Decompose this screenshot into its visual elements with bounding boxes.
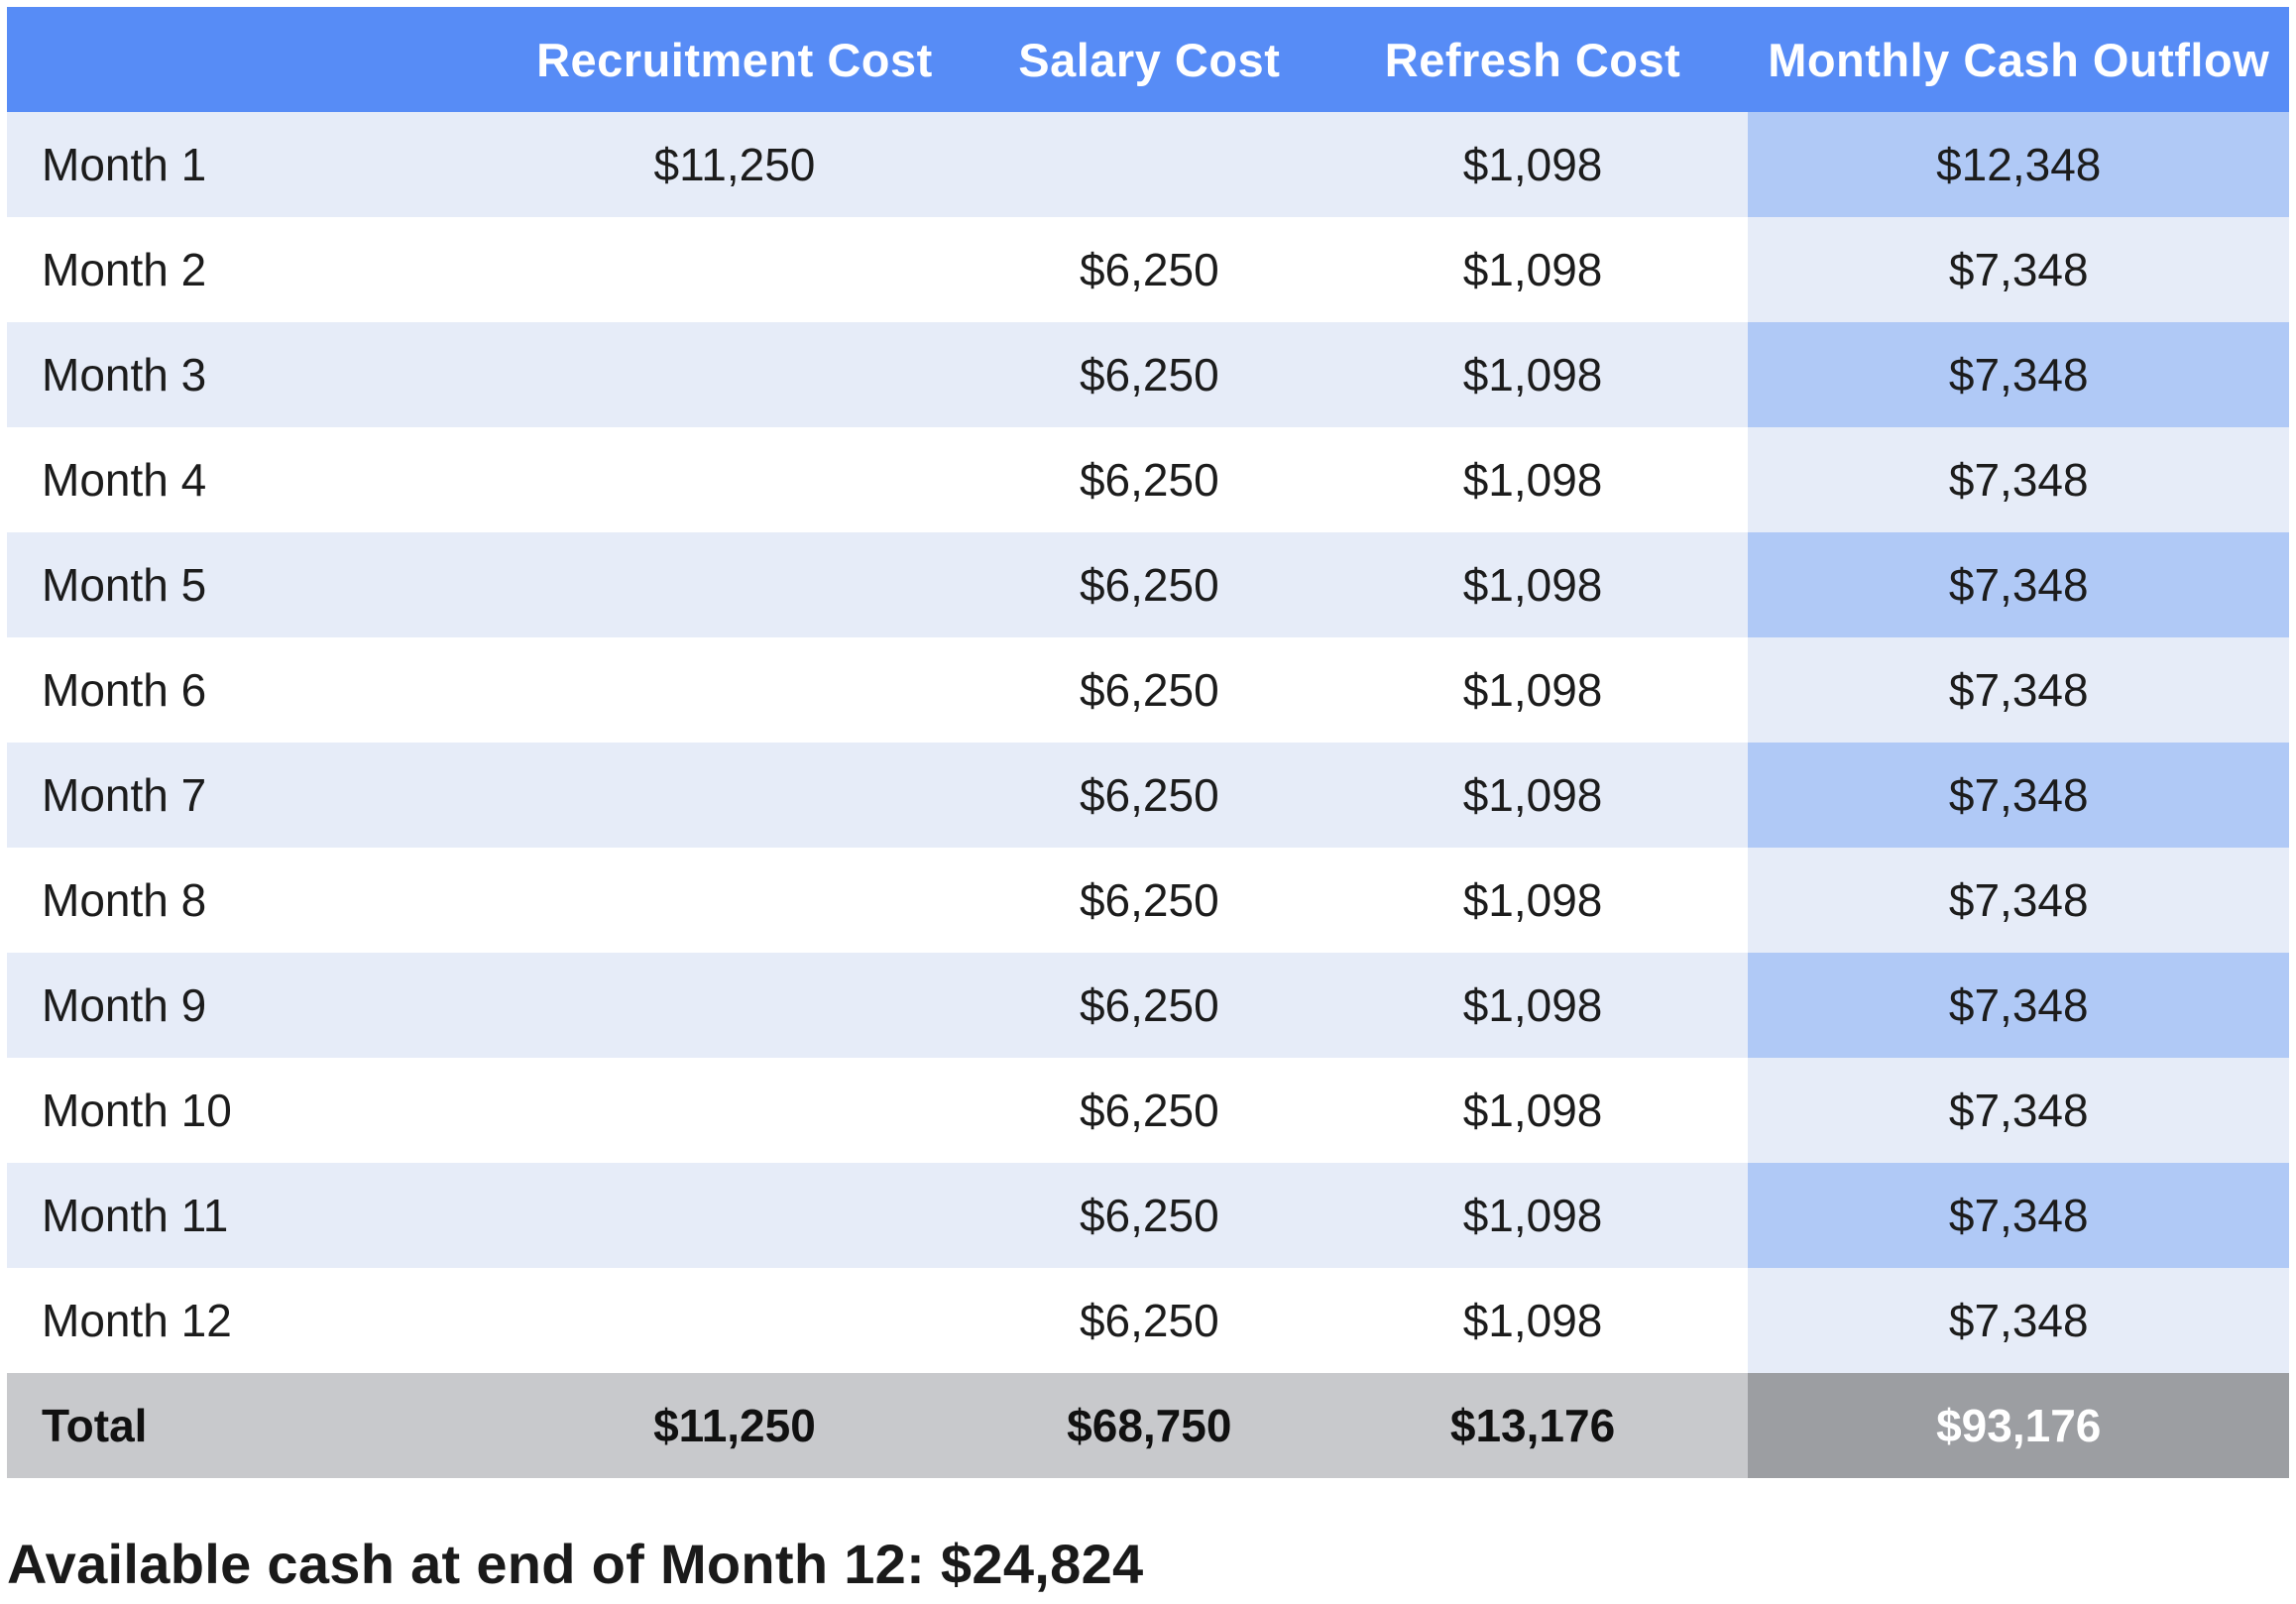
salary-cost-cell: $6,250 xyxy=(980,1163,1318,1268)
month-label: Month 7 xyxy=(7,743,488,848)
table-row: Month 1 $11,250 $1,098 $12,348 xyxy=(7,112,2289,217)
monthly-outflow-cell: $7,348 xyxy=(1748,953,2289,1058)
refresh-cost-cell: $1,098 xyxy=(1317,848,1749,953)
table-row: Month 9 $6,250 $1,098 $7,348 xyxy=(7,953,2289,1058)
refresh-cost-cell: $1,098 xyxy=(1317,1163,1749,1268)
salary-cost-cell: $6,250 xyxy=(980,637,1318,743)
month-label: Month 10 xyxy=(7,1058,488,1163)
recruitment-cost-cell: $11,250 xyxy=(487,112,981,217)
available-cash-note: Available cash at end of Month 12: $24,8… xyxy=(7,1533,1144,1595)
total-salary-cost: $68,750 xyxy=(980,1373,1318,1478)
month-label: Month 2 xyxy=(7,217,488,322)
cash-flow-table: Recruitment Cost Salary Cost Refresh Cos… xyxy=(7,7,2289,1478)
table-row: Month 8 $6,250 $1,098 $7,348 xyxy=(7,848,2289,953)
recruitment-cost-cell xyxy=(487,322,981,427)
refresh-cost-cell: $1,098 xyxy=(1317,953,1749,1058)
table-row: Month 3 $6,250 $1,098 $7,348 xyxy=(7,322,2289,427)
salary-cost-cell: $6,250 xyxy=(980,322,1318,427)
recruitment-cost-cell xyxy=(487,532,981,637)
header-empty xyxy=(7,7,488,112)
monthly-outflow-cell: $7,348 xyxy=(1748,427,2289,532)
table-row: Month 7 $6,250 $1,098 $7,348 xyxy=(7,743,2289,848)
salary-cost-cell xyxy=(980,112,1318,217)
monthly-outflow-cell: $12,348 xyxy=(1748,112,2289,217)
refresh-cost-cell: $1,098 xyxy=(1317,532,1749,637)
salary-cost-cell: $6,250 xyxy=(980,217,1318,322)
monthly-outflow-cell: $7,348 xyxy=(1748,1163,2289,1268)
header-row: Recruitment Cost Salary Cost Refresh Cos… xyxy=(7,7,2289,112)
salary-cost-cell: $6,250 xyxy=(980,743,1318,848)
total-monthly-outflow: $93,176 xyxy=(1748,1373,2289,1478)
header-monthly-cash-outflow: Monthly Cash Outflow xyxy=(1748,7,2289,112)
monthly-outflow-cell: $7,348 xyxy=(1748,637,2289,743)
monthly-outflow-cell: $7,348 xyxy=(1748,743,2289,848)
table-row: Month 4 $6,250 $1,098 $7,348 xyxy=(7,427,2289,532)
month-label: Month 12 xyxy=(7,1268,488,1373)
month-label: Month 6 xyxy=(7,637,488,743)
month-label: Month 9 xyxy=(7,953,488,1058)
monthly-outflow-cell: $7,348 xyxy=(1748,1268,2289,1373)
refresh-cost-cell: $1,098 xyxy=(1317,217,1749,322)
monthly-outflow-cell: $7,348 xyxy=(1748,1058,2289,1163)
total-refresh-cost: $13,176 xyxy=(1317,1373,1749,1478)
refresh-cost-cell: $1,098 xyxy=(1317,637,1749,743)
table-row: Month 10 $6,250 $1,098 $7,348 xyxy=(7,1058,2289,1163)
table-row: Month 2 $6,250 $1,098 $7,348 xyxy=(7,217,2289,322)
table-row: Month 6 $6,250 $1,098 $7,348 xyxy=(7,637,2289,743)
salary-cost-cell: $6,250 xyxy=(980,532,1318,637)
refresh-cost-cell: $1,098 xyxy=(1317,1058,1749,1163)
recruitment-cost-cell xyxy=(487,1268,981,1373)
refresh-cost-cell: $1,098 xyxy=(1317,743,1749,848)
recruitment-cost-cell xyxy=(487,1163,981,1268)
monthly-outflow-cell: $7,348 xyxy=(1748,532,2289,637)
month-label: Month 8 xyxy=(7,848,488,953)
monthly-outflow-cell: $7,348 xyxy=(1748,848,2289,953)
recruitment-cost-cell xyxy=(487,427,981,532)
table-row: Month 11 $6,250 $1,098 $7,348 xyxy=(7,1163,2289,1268)
monthly-outflow-cell: $7,348 xyxy=(1748,217,2289,322)
total-recruitment-cost: $11,250 xyxy=(487,1373,981,1478)
month-label: Month 11 xyxy=(7,1163,488,1268)
total-label: Total xyxy=(7,1373,488,1478)
recruitment-cost-cell xyxy=(487,217,981,322)
salary-cost-cell: $6,250 xyxy=(980,1058,1318,1163)
recruitment-cost-cell xyxy=(487,637,981,743)
salary-cost-cell: $6,250 xyxy=(980,953,1318,1058)
recruitment-cost-cell xyxy=(487,848,981,953)
table-row: Month 5 $6,250 $1,098 $7,348 xyxy=(7,532,2289,637)
refresh-cost-cell: $1,098 xyxy=(1317,112,1749,217)
refresh-cost-cell: $1,098 xyxy=(1317,427,1749,532)
refresh-cost-cell: $1,098 xyxy=(1317,322,1749,427)
salary-cost-cell: $6,250 xyxy=(980,1268,1318,1373)
recruitment-cost-cell xyxy=(487,953,981,1058)
table-row: Month 12 $6,250 $1,098 $7,348 xyxy=(7,1268,2289,1373)
header-recruitment-cost: Recruitment Cost xyxy=(487,7,981,112)
monthly-outflow-cell: $7,348 xyxy=(1748,322,2289,427)
month-label: Month 5 xyxy=(7,532,488,637)
recruitment-cost-cell xyxy=(487,1058,981,1163)
month-label: Month 1 xyxy=(7,112,488,217)
total-row: Total $11,250 $68,750 $13,176 $93,176 xyxy=(7,1373,2289,1478)
header-refresh-cost: Refresh Cost xyxy=(1317,7,1749,112)
refresh-cost-cell: $1,098 xyxy=(1317,1268,1749,1373)
month-label: Month 3 xyxy=(7,322,488,427)
salary-cost-cell: $6,250 xyxy=(980,848,1318,953)
header-salary-cost: Salary Cost xyxy=(980,7,1318,112)
recruitment-cost-cell xyxy=(487,743,981,848)
salary-cost-cell: $6,250 xyxy=(980,427,1318,532)
month-label: Month 4 xyxy=(7,427,488,532)
